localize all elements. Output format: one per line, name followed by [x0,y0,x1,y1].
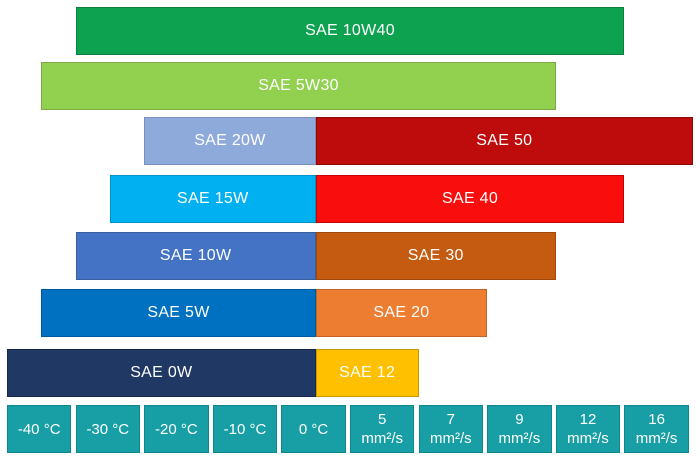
bar-sae-20-label: SAE 20 [373,304,430,321]
bar-sae-0w: SAE 0W [7,349,316,397]
bar-sae-5w30-label: SAE 5W30 [258,77,339,94]
bar-sae-50-label: SAE 50 [476,132,533,149]
axis-cell-text: mm²/s [567,430,609,447]
bar-sae-10w40-label: SAE 10W40 [305,22,395,39]
bar-sae-30-label: SAE 30 [407,247,464,264]
axis-cell-text: -10 °C [223,420,267,438]
bar-sae-5w30: SAE 5W30 [41,62,556,110]
axis-cell-text: 0 °C [298,420,329,438]
axis-cell-text: -40 °C [17,420,61,438]
axis-cell-temp-0: 0 °C [281,405,346,453]
axis-cell-text: 7 [446,411,455,428]
bar-sae-10w40: SAE 10W40 [75,7,625,55]
bar-sae-5w: SAE 5W [41,289,316,337]
bar-sae-0w-label: SAE 0W [130,364,193,381]
axis-cell-visc-9-mm2s: 9 mm²/s [487,405,552,453]
axis-cell-text: 16 [648,411,665,428]
axis-cell-text: 9 [515,411,524,428]
axis-cell-text: 5 [378,411,387,428]
axis-cell-text: -20 °C [155,420,198,438]
axis-cell-temp-minus-10: -10 °C [212,405,278,453]
axis-cell-text: -30 °C [86,420,130,438]
axis-cell-text: mm²/s [635,430,678,447]
axis-cell-temp-minus-40: -40 °C [7,405,72,453]
axis-cell-temp-minus-20: -20 °C [144,405,209,453]
axis-cell-text: mm²/s [361,430,404,447]
bar-sae-50: SAE 50 [315,117,693,165]
axis-cell-visc-16-mm2s: 16 mm²/s [624,405,689,453]
axis-cell-text: 12 [579,411,597,428]
bar-sae-15w-label: SAE 15W [177,190,249,207]
bar-sae-10w-label: SAE 10W [159,247,232,264]
bar-sae-10w: SAE 10W [75,232,316,280]
axis-cell-visc-12-mm2s: 12 mm²/s [555,405,621,453]
bar-sae-40-label: SAE 40 [442,190,499,207]
axis-cell-visc-5-mm2s: 5 mm²/s [350,405,415,453]
axis-cell-visc-7-mm2s: 7 mm²/s [418,405,483,453]
bar-sae-12-label: SAE 12 [339,364,396,381]
bar-sae-20w-label: SAE 20W [194,132,266,149]
axis-cell-text: mm²/s [429,430,472,447]
bar-sae-15w: SAE 15W [109,175,316,223]
axis-cell-temp-minus-30: -30 °C [75,405,140,453]
axis-cell-text: mm²/s [498,430,541,447]
bar-sae-12: SAE 12 [315,349,419,397]
bar-sae-5w-label: SAE 5W [147,304,210,321]
bar-sae-40: SAE 40 [315,175,625,223]
bar-sae-20w: SAE 20W [144,117,316,165]
bar-sae-30: SAE 30 [315,232,556,280]
bar-sae-20: SAE 20 [315,289,488,337]
